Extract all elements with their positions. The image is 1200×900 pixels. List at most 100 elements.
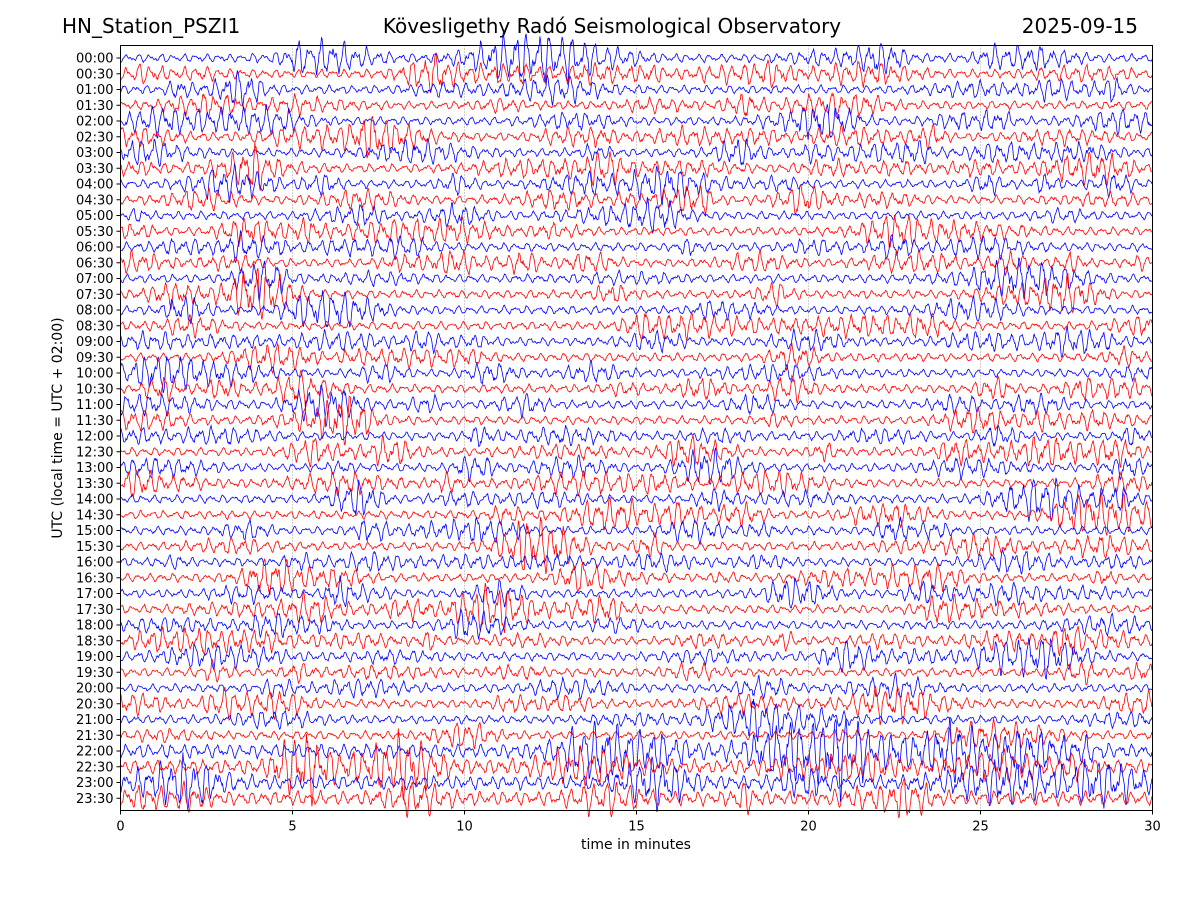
y-tick-label: 06:00 (76, 241, 113, 256)
trace-0030 (120, 52, 1153, 94)
y-tick-label: 23:00 (76, 776, 113, 791)
y-tick-label: 13:00 (76, 461, 113, 476)
trace-0100 (120, 70, 1153, 107)
trace-2330 (120, 777, 1153, 819)
y-tick-label: 04:30 (76, 193, 113, 208)
trace-0130 (120, 91, 1153, 119)
trace-0800 (120, 290, 1153, 328)
trace-0530 (120, 214, 1152, 249)
trace-1800 (120, 607, 1153, 640)
y-tick-label: 21:00 (76, 713, 113, 728)
y-tick-label: 22:00 (76, 745, 113, 760)
trace-1200 (120, 424, 1153, 448)
trace-0930 (120, 342, 1153, 375)
y-tick-label: 03:00 (76, 146, 113, 161)
trace-2200 (120, 717, 1153, 803)
y-tick-label: 02:30 (76, 130, 113, 145)
y-tick-label: 11:00 (76, 398, 113, 413)
trace-1130 (120, 395, 1153, 446)
trace-2230 (120, 728, 1153, 807)
trace-1030 (120, 369, 1153, 409)
trace-1430 (120, 491, 1153, 536)
y-tick-label: 12:00 (76, 430, 113, 445)
trace-1930 (120, 658, 1153, 686)
y-tick-label: 09:00 (76, 335, 113, 350)
trace-0430 (120, 184, 1153, 217)
y-tick-label: 02:00 (76, 115, 113, 130)
y-tick-label: 07:00 (76, 272, 113, 287)
y-axis-ticks: 00:0000:3001:0001:3002:0002:3003:0003:30… (76, 52, 121, 807)
y-tick-label: 09:30 (76, 351, 113, 366)
seismic-traces (120, 31, 1153, 819)
x-tick-label: 0 (116, 820, 124, 835)
station-name: HN_Station_PSZI1 (62, 14, 241, 38)
observatory-title: Kövesligethy Radó Seismological Observat… (382, 14, 842, 38)
trace-0900 (120, 325, 1153, 359)
y-tick-label: 03:30 (76, 162, 113, 177)
trace-2030 (120, 685, 1153, 726)
record-date: 2025-09-15 (1021, 14, 1138, 38)
trace-1400 (120, 477, 1153, 522)
y-tick-label: 14:00 (76, 493, 113, 508)
y-tick-label: 17:00 (76, 587, 113, 602)
y-tick-label: 15:00 (76, 524, 113, 539)
trace-1330 (120, 468, 1153, 498)
trace-0630 (120, 249, 1153, 276)
trace-1500 (120, 516, 1153, 546)
y-tick-label: 08:30 (76, 319, 113, 334)
y-tick-label: 00:00 (76, 52, 113, 67)
trace-1830 (120, 625, 1153, 657)
x-tick-label: 10 (456, 820, 473, 835)
y-tick-label: 20:00 (76, 682, 113, 697)
y-tick-label: 18:30 (76, 634, 113, 649)
x-tick-label: 5 (288, 820, 296, 835)
trace-1000 (120, 356, 1153, 394)
x-tick-label: 30 (1144, 820, 1161, 835)
trace-0300 (120, 138, 1153, 167)
y-tick-label: 05:30 (76, 225, 113, 240)
trace-0000 (120, 31, 1153, 83)
trace-1100 (120, 384, 1153, 428)
trace-0700 (120, 257, 1153, 302)
trace-0230 (120, 115, 1153, 159)
y-tick-label: 12:30 (76, 445, 113, 460)
x-axis-label: time in minutes (581, 837, 691, 853)
y-tick-label: 14:30 (76, 508, 113, 523)
trace-2130 (120, 718, 1153, 750)
y-tick-label: 15:30 (76, 540, 113, 555)
y-tick-label: 18:00 (76, 619, 113, 634)
y-tick-label: 21:30 (76, 729, 113, 744)
trace-1600 (120, 549, 1153, 575)
y-tick-label: 00:30 (76, 67, 113, 82)
trace-1230 (120, 435, 1153, 469)
y-tick-label: 17:30 (76, 603, 113, 618)
trace-0600 (120, 229, 1153, 263)
y-tick-label: 07:30 (76, 288, 113, 303)
trace-0330 (120, 142, 1152, 191)
trace-1730 (120, 582, 1153, 633)
y-tick-label: 01:30 (76, 99, 113, 114)
trace-1900 (120, 637, 1153, 681)
trace-0830 (120, 312, 1153, 341)
trace-0500 (120, 196, 1153, 235)
y-axis-label: UTC (local time = UTC + 02:00) (50, 317, 66, 539)
trace-0400 (120, 162, 1153, 206)
y-tick-label: 11:30 (76, 414, 113, 429)
y-tick-label: 06:30 (76, 256, 113, 271)
y-tick-label: 22:30 (76, 760, 113, 775)
y-tick-label: 23:30 (76, 792, 113, 807)
trace-1300 (120, 447, 1153, 485)
x-tick-label: 25 (972, 820, 989, 835)
y-tick-label: 01:00 (76, 83, 113, 98)
trace-2100 (120, 698, 1153, 742)
trace-0730 (120, 267, 1153, 320)
y-tick-label: 19:30 (76, 666, 113, 681)
y-tick-label: 10:30 (76, 382, 113, 397)
trace-1530 (120, 517, 1152, 575)
x-axis-ticks: 0 5 10 15 20 25 30 (116, 810, 1161, 835)
y-tick-label: 04:00 (76, 178, 113, 193)
y-tick-label: 16:00 (76, 556, 113, 571)
trace-1700 (120, 575, 1153, 609)
x-tick-label: 15 (628, 820, 645, 835)
